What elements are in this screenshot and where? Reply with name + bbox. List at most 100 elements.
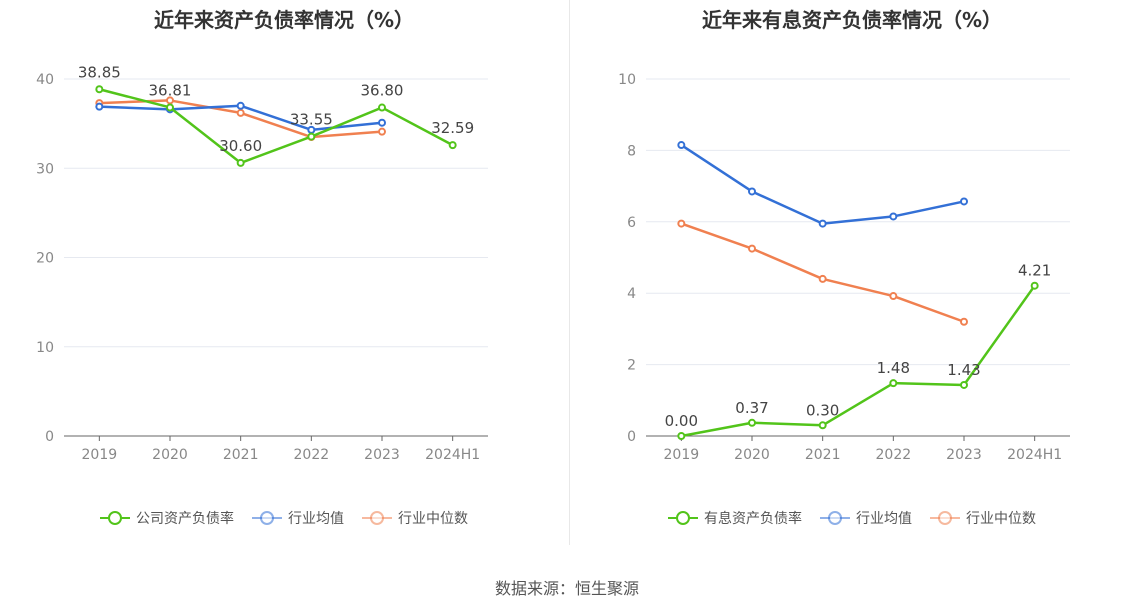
legend-label: 有息资产负债率 xyxy=(704,511,802,527)
left-chart-panel: 近年来资产负债率情况（%） 0 10 20 30 40 2019 2020 2021 2022 2… xyxy=(0,0,568,545)
chart-legend: 有息资产负债率 行业均值 行业中位数 xyxy=(570,508,1134,528)
y-tick-label: 10 xyxy=(618,72,636,88)
series-1-point xyxy=(960,197,968,206)
legend-label: 公司资产负债率 xyxy=(136,511,234,527)
x-tick-label: 2023 xyxy=(364,447,400,463)
series-1-point xyxy=(889,212,898,221)
y-tick-label: 20 xyxy=(36,251,54,267)
legend-item[interactable]: 行业中位数 xyxy=(930,508,1036,528)
legend-label: 行业中位数 xyxy=(398,511,468,527)
y-tick-label: 8 xyxy=(627,143,636,159)
legend-marker xyxy=(370,511,384,525)
y-tick-label: 0 xyxy=(45,429,54,445)
series-0-point xyxy=(378,103,386,112)
chart-plot-interest-liability: 0 2 4 6 8 10 2019 2020 2021 2022 2023 2024H1 0.00 0.3… xyxy=(618,72,1070,463)
data-label: 0.00 xyxy=(665,412,698,430)
data-label: 38.85 xyxy=(78,63,121,81)
series-0-point xyxy=(236,158,245,167)
data-label: 36.80 xyxy=(361,82,404,100)
chart-plot-asset-liability: 0 10 20 30 40 2019 2020 2021 2022 2023 2024H1 38.85… xyxy=(36,63,488,463)
x-tick-label: 2021 xyxy=(805,447,841,463)
legend-item[interactable]: 行业均值 xyxy=(252,508,344,528)
y-tick-label: 6 xyxy=(627,215,636,231)
series-2-point xyxy=(889,292,898,301)
series-1-point xyxy=(236,101,245,110)
series-0-point xyxy=(818,421,827,430)
legend-label: 行业均值 xyxy=(288,511,344,527)
x-tick-label: 2020 xyxy=(152,447,188,463)
legend-swatch xyxy=(362,510,392,526)
series-0-point xyxy=(748,418,756,427)
legend-item[interactable]: 行业中位数 xyxy=(362,508,468,528)
legend-swatch xyxy=(100,510,130,526)
series-2-point xyxy=(677,219,686,228)
data-label: 4.21 xyxy=(1018,262,1051,280)
legend-marker xyxy=(260,511,274,525)
x-tick-label: 2024H1 xyxy=(425,447,480,463)
series-0-point xyxy=(307,132,316,141)
y-tick-label: 2 xyxy=(627,358,636,374)
series-0-point xyxy=(166,103,174,112)
data-label: 30.60 xyxy=(219,137,262,155)
series-2-point xyxy=(748,244,756,253)
data-source: 数据来源：恒生聚源 xyxy=(494,579,639,598)
legend-swatch xyxy=(668,510,698,526)
series-0-point xyxy=(448,141,457,150)
series-1-point xyxy=(95,102,104,111)
y-tick-label: 0 xyxy=(627,429,636,445)
y-tick-label: 30 xyxy=(36,161,54,177)
legend-marker xyxy=(938,511,952,525)
legend-item[interactable]: 行业均值 xyxy=(820,508,912,528)
series-0-point xyxy=(1030,281,1039,290)
panel-divider xyxy=(569,0,570,545)
series-2-line xyxy=(680,222,965,323)
data-label: 1.43 xyxy=(947,361,980,379)
series-0-point xyxy=(960,380,968,389)
x-tick-label: 2019 xyxy=(664,447,700,463)
legend-marker xyxy=(828,511,842,525)
data-label: 0.30 xyxy=(806,401,839,419)
legend-label: 行业中位数 xyxy=(966,511,1036,527)
data-label: 0.37 xyxy=(735,399,768,417)
series-0-point xyxy=(95,85,104,94)
x-tick-label: 2020 xyxy=(734,447,770,463)
chart-title: 近年来资产负债率情况（%） xyxy=(153,8,415,32)
x-tick-label: 2023 xyxy=(946,447,982,463)
series-1-point xyxy=(378,118,386,127)
series-0-point xyxy=(889,379,898,388)
y-tick-label: 4 xyxy=(627,286,636,302)
x-tick-label: 2022 xyxy=(876,447,912,463)
series-2-point xyxy=(378,127,386,136)
x-tick-label: 2022 xyxy=(294,447,330,463)
legend-swatch xyxy=(820,510,850,526)
y-tick-label: 40 xyxy=(36,72,54,88)
series-1-point xyxy=(818,219,827,228)
x-tick-label: 2019 xyxy=(82,447,118,463)
series-1-point xyxy=(677,141,686,150)
x-tick-label: 2024H1 xyxy=(1007,447,1062,463)
series-2-point xyxy=(818,274,827,283)
data-label: 36.81 xyxy=(149,81,192,99)
chart-title: 近年来有息资产负债率情况（%） xyxy=(701,8,1003,32)
chart-legend: 公司资产负债率 行业均值 行业中位数 xyxy=(0,508,568,528)
legend-item[interactable]: 公司资产负债率 xyxy=(100,508,234,528)
series-2-point xyxy=(960,317,968,326)
legend-marker xyxy=(676,511,690,525)
right-chart-panel: 近年来有息资产负债率情况（%） 0 2 4 6 8 10 2019 2020 2021 2022 2… xyxy=(570,0,1134,545)
series-0-line xyxy=(681,284,1036,438)
y-tick-label: 10 xyxy=(36,340,54,356)
legend-label: 行业均值 xyxy=(856,511,912,527)
series-1-point xyxy=(748,187,756,196)
series-2-point xyxy=(166,96,174,105)
legend-item[interactable]: 有息资产负债率 xyxy=(668,508,802,528)
series-2-point xyxy=(236,108,245,117)
legend-swatch xyxy=(252,510,282,526)
data-label: 32.59 xyxy=(431,119,474,137)
series-1-line xyxy=(680,144,965,225)
x-tick-label: 2021 xyxy=(223,447,259,463)
data-label: 1.48 xyxy=(877,359,910,377)
series-0-line xyxy=(99,88,454,165)
legend-swatch xyxy=(930,510,960,526)
series-0-point xyxy=(677,432,686,440)
data-label: 33.55 xyxy=(290,111,333,129)
